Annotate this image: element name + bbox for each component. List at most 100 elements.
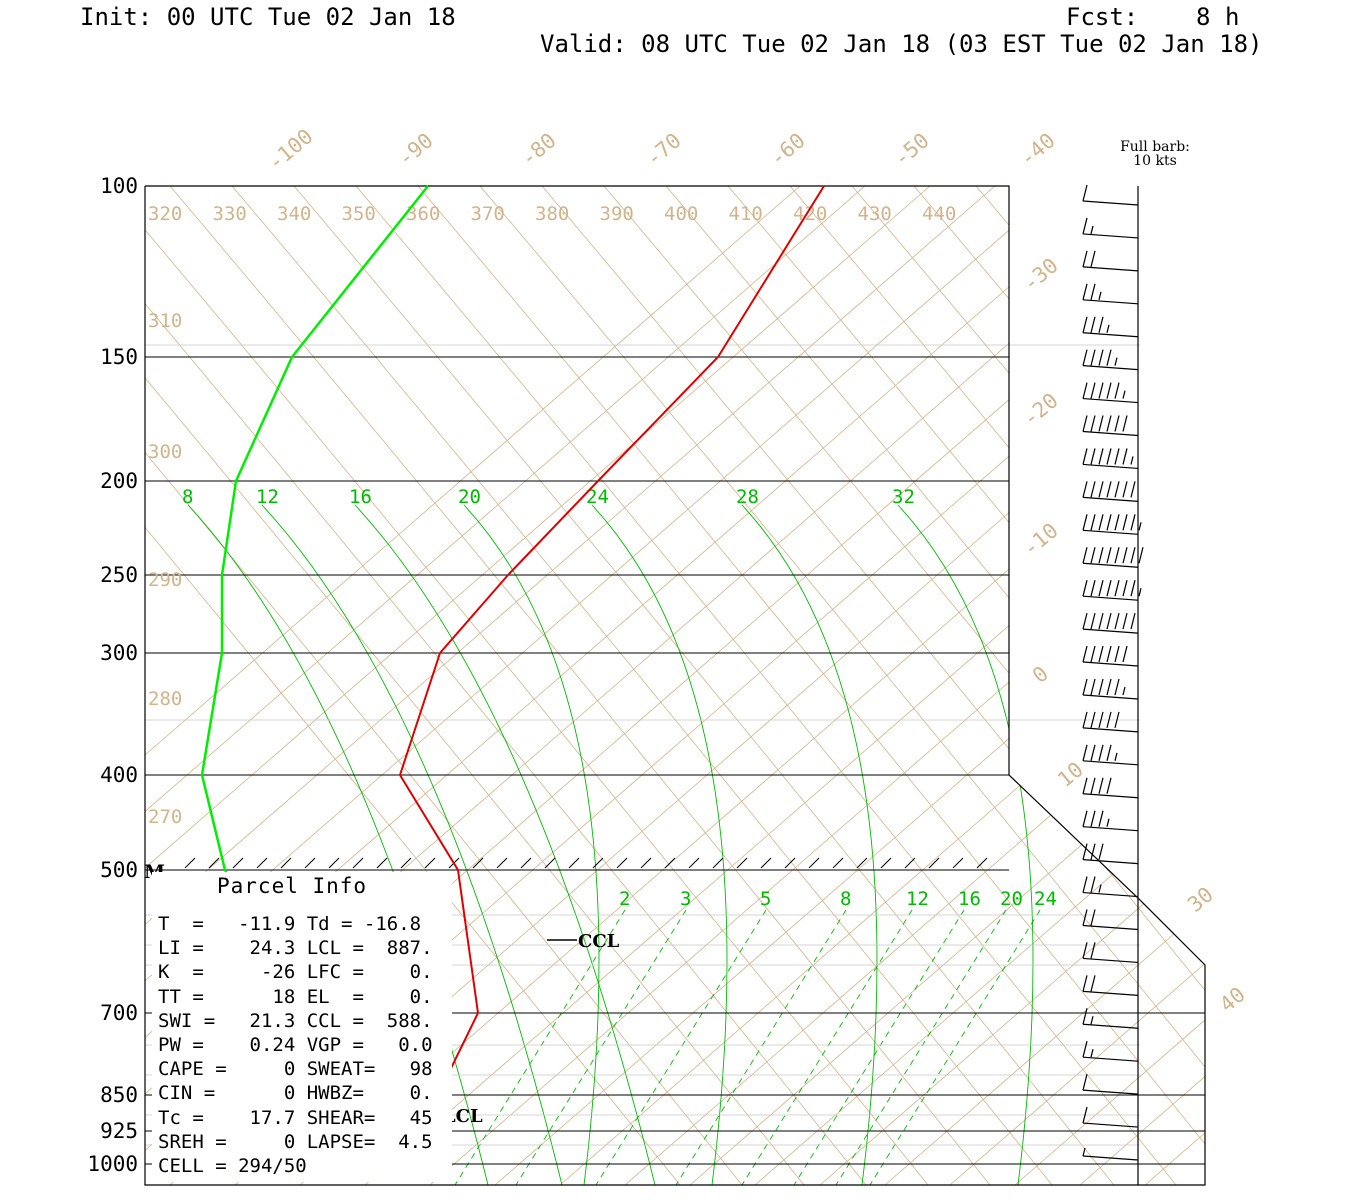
barb-staff — [1082, 1023, 1139, 1029]
wind-barb — [1082, 744, 1139, 766]
barb-full — [1122, 448, 1128, 465]
wind-barb — [1082, 1008, 1139, 1029]
dry-adiabat-line — [231, 186, 1053, 1185]
barb-half — [1090, 225, 1094, 235]
wind-barb — [1082, 975, 1139, 996]
wind-barb — [1082, 382, 1139, 404]
theta-label: 310 — [148, 310, 182, 332]
plot-border — [144, 185, 1206, 1186]
barb-staff — [1082, 727, 1139, 733]
isotherm-label: -40 — [1015, 128, 1059, 171]
barb-full — [1090, 942, 1096, 959]
barb-staff — [1082, 1122, 1139, 1128]
theta-label: 300 — [148, 441, 182, 463]
isotherm-label: -100 — [263, 124, 317, 175]
dry-adiabat-line — [1161, 186, 1205, 1185]
barb-full — [1082, 1008, 1088, 1025]
pressure-label-250: 250 — [100, 563, 138, 587]
ccl-marker: CCL — [578, 931, 620, 952]
forecast-hour: Fcst: 8 h — [1066, 3, 1240, 31]
mixing-ratio-line — [741, 504, 878, 1185]
barb-half — [1098, 884, 1102, 893]
hatch-mark — [304, 857, 316, 869]
barb-half — [1106, 324, 1110, 333]
pressure-label-925: 925 — [100, 1119, 138, 1143]
barb-full — [1082, 547, 1088, 564]
isotherm-label: -20 — [1018, 388, 1062, 431]
barb-full — [1106, 580, 1112, 597]
barb-full — [1122, 481, 1128, 498]
barb-full — [1106, 744, 1112, 761]
barb-full — [1130, 580, 1136, 597]
isotherm-line — [559, 186, 1205, 1185]
barb-full — [1130, 612, 1136, 630]
barb-half — [1082, 1147, 1086, 1157]
barb-full — [1090, 316, 1096, 333]
mixing-ratio-label: 2 — [619, 888, 630, 910]
barb-full — [1090, 843, 1096, 860]
isotherm-line — [1275, 186, 1350, 1185]
wind-barb — [1082, 415, 1139, 437]
theta-label: 440 — [922, 203, 956, 225]
barb-staff — [1082, 628, 1139, 634]
theta-label: 330 — [213, 203, 247, 225]
mixing-ratio-lines — [187, 504, 1041, 1185]
barb-full — [1090, 975, 1096, 992]
theta-label: 280 — [148, 688, 182, 710]
barb-half — [1122, 390, 1126, 399]
isotherm-line — [884, 186, 1205, 1185]
barb-full — [1082, 645, 1088, 663]
isotherm-line — [754, 186, 1205, 1185]
mixing-ratio-label: 32 — [892, 486, 915, 508]
mixing-ratio-label: 5 — [760, 888, 771, 910]
barb-full — [1082, 217, 1088, 235]
parcel-info-row: LI = 24.3 LCL = 887. — [158, 937, 433, 960]
barb-full — [1090, 283, 1096, 300]
barb-staff — [1082, 397, 1139, 404]
barb-full — [1106, 481, 1112, 498]
barb-full — [1082, 612, 1088, 630]
barb-full — [1090, 876, 1096, 893]
barb-full — [1090, 250, 1096, 268]
hatch-mark — [256, 857, 268, 869]
dry-adiabat-line — [479, 186, 1205, 1185]
hatch-mark — [520, 857, 532, 869]
barb-full — [1090, 678, 1096, 696]
barb-staff — [1082, 826, 1139, 832]
isotherm-label: -70 — [641, 128, 685, 171]
barb-full — [1130, 481, 1136, 498]
barb-full — [1122, 547, 1128, 564]
barb-full — [1090, 448, 1096, 465]
isotherm-label: -50 — [889, 128, 933, 171]
barb-staff — [1082, 562, 1139, 568]
barb-full — [1098, 481, 1104, 498]
isotherm-line — [299, 186, 1205, 1185]
barb-full — [1082, 810, 1088, 827]
barb-full — [1106, 547, 1112, 564]
barb-full — [1098, 711, 1104, 729]
barb-legend: Full barb: 10 kts — [1100, 140, 1210, 168]
isotherm-line — [624, 186, 1205, 1185]
barb-full — [1114, 580, 1120, 597]
barb-full — [1090, 777, 1096, 794]
barb-full — [1106, 612, 1112, 630]
barb-half — [1098, 291, 1102, 300]
wind-barb — [1082, 876, 1139, 898]
barb-staff — [1082, 990, 1139, 996]
wind-barb — [1082, 810, 1139, 832]
mixing-ratio-dashed-line — [835, 909, 1007, 1185]
barb-staff — [1082, 1089, 1139, 1095]
wind-barb — [1082, 250, 1139, 272]
barb-full — [1082, 777, 1088, 794]
pressure-label-1000: 1000 — [87, 1152, 138, 1176]
barb-full — [1082, 711, 1088, 729]
hatch-mark — [952, 857, 964, 869]
wind-barb — [1082, 184, 1139, 206]
isotherm-label: 30 — [1183, 882, 1218, 917]
barb-staff — [1082, 430, 1139, 437]
lcl-marker: LCL — [443, 1106, 483, 1127]
hatch-mark — [736, 857, 748, 869]
mixing-ratio-label: 8 — [840, 888, 851, 910]
hatch-mark — [976, 857, 988, 869]
wind-barb — [1082, 942, 1139, 964]
